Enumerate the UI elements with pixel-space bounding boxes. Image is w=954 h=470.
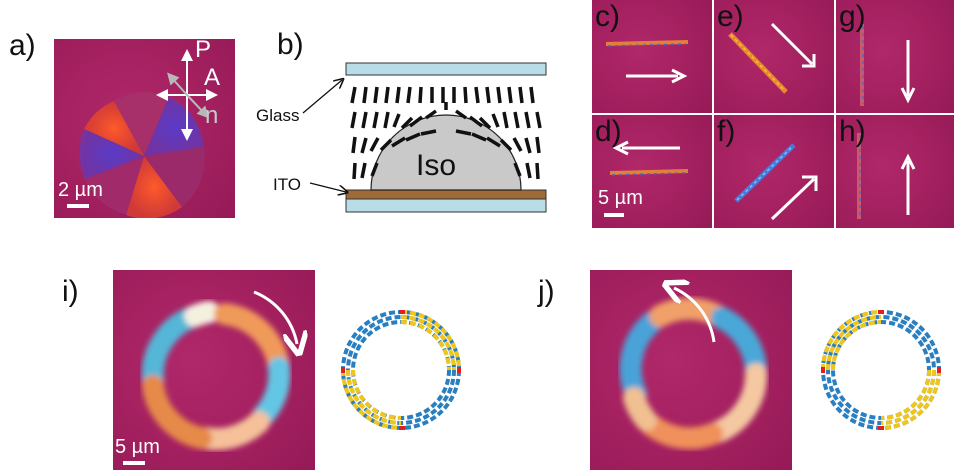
droplet-texture	[79, 92, 205, 218]
polarizer-label: P	[195, 39, 212, 63]
panel-h: h)	[836, 115, 954, 228]
label-d: d)	[595, 115, 622, 148]
panel-a-micrograph: P A n 2 µm	[54, 39, 235, 218]
label-g: g)	[839, 0, 866, 33]
label-a: a)	[9, 29, 36, 62]
glass-label: Glass	[256, 106, 300, 125]
rod-c	[605, 40, 689, 84]
scale-bar-a	[67, 204, 89, 208]
ring-texture-i	[141, 290, 315, 451]
label-h: h)	[839, 115, 866, 148]
label-b: b)	[277, 28, 304, 61]
iso-label: Iso	[416, 149, 457, 182]
panel-f: f)	[714, 115, 834, 228]
rod-g	[860, 24, 916, 106]
label-j: j)	[538, 275, 555, 308]
ito-label: ITO	[273, 175, 302, 194]
rod-f	[734, 143, 818, 221]
panel-grid-c-h: c) e) g) d) 5 µm	[592, 0, 954, 228]
analyzer-label: A	[204, 64, 221, 91]
ring-schematic-j	[821, 310, 941, 430]
rod-d	[609, 140, 689, 176]
ring-schematic-i	[341, 310, 461, 430]
scale-label-i: 5 µm	[115, 436, 160, 458]
scale-bar-grid	[604, 213, 624, 217]
rod-h	[857, 133, 916, 219]
label-i: i)	[62, 275, 79, 308]
panel-j-micrograph	[590, 270, 792, 470]
panel-i-micrograph: 5 µm	[113, 270, 315, 470]
rod-e	[728, 22, 816, 94]
ring-texture-j	[619, 270, 768, 450]
panel-e: e)	[714, 0, 834, 113]
scale-label-grid: 5 µm	[598, 187, 643, 209]
panel-g: g)	[836, 0, 954, 113]
director-label: n	[205, 102, 219, 129]
polarizer-cross	[156, 49, 218, 141]
label-c: c)	[595, 0, 620, 33]
scale-label-a: 2 µm	[58, 179, 103, 201]
label-f: f)	[717, 115, 736, 148]
panel-d: d) 5 µm	[592, 115, 712, 228]
label-e: e)	[717, 0, 744, 33]
scale-bar-i	[123, 461, 145, 465]
panel-c: c)	[592, 0, 712, 113]
